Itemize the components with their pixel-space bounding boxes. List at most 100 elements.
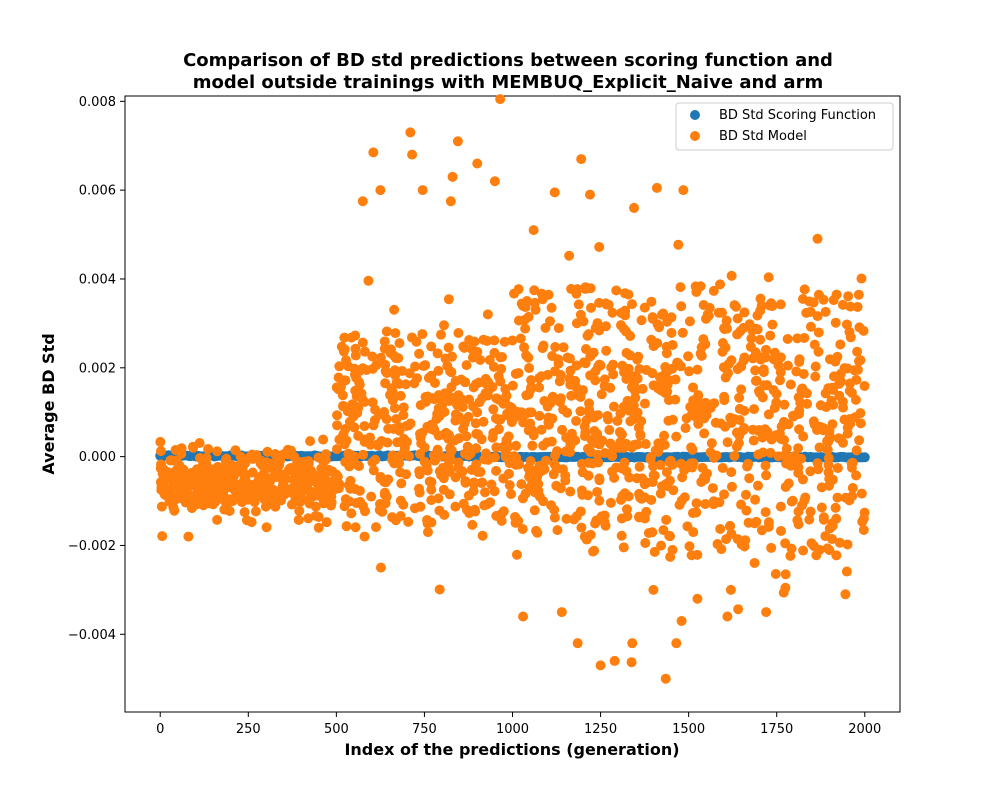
model-point: [594, 495, 605, 506]
model-point: [286, 484, 297, 495]
legend-label-scoring-function: BD Std Scoring Function: [719, 108, 876, 123]
model-point: [367, 457, 378, 468]
model-point-outlier: [660, 673, 671, 684]
model-point: [387, 512, 398, 523]
model-point: [374, 409, 385, 420]
model-point: [594, 241, 605, 252]
model-point: [331, 382, 342, 393]
model-point: [715, 279, 726, 290]
model-point: [270, 501, 281, 512]
model-point: [513, 284, 524, 295]
model-point: [359, 506, 370, 517]
model-point: [754, 387, 765, 398]
model-point: [793, 443, 804, 454]
model-point: [390, 353, 401, 364]
model-point: [752, 480, 763, 491]
model-point: [457, 401, 468, 412]
model-point: [616, 530, 627, 541]
model-point: [810, 371, 821, 382]
model-point: [667, 339, 678, 350]
model-point: [450, 409, 461, 420]
model-point: [659, 430, 670, 441]
model-point: [417, 427, 428, 438]
model-point: [564, 250, 575, 261]
y-tick-label: 0.000: [79, 450, 116, 465]
model-point: [808, 297, 819, 308]
model-point: [318, 434, 329, 445]
model-point: [696, 350, 707, 361]
model-point: [739, 307, 750, 318]
model-point: [634, 363, 645, 374]
x-axis-label: Index of the predictions (generation): [344, 740, 679, 759]
model-point: [770, 569, 781, 580]
model-point: [813, 327, 824, 338]
model-point: [760, 426, 771, 437]
model-point: [169, 505, 180, 516]
model-point: [552, 446, 563, 457]
model-point: [200, 473, 211, 484]
model-point: [366, 491, 377, 502]
model-point: [626, 657, 637, 668]
model-point: [504, 480, 515, 491]
model-point: [735, 360, 746, 371]
model-point-outlier: [549, 187, 560, 198]
model-point: [520, 323, 531, 334]
model-point: [758, 367, 769, 378]
model-point: [224, 506, 235, 517]
model-point: [191, 464, 202, 475]
model-point: [852, 301, 863, 312]
model-point: [637, 473, 648, 484]
model-point: [218, 489, 229, 500]
model-point: [272, 467, 283, 478]
model-point: [534, 491, 545, 502]
model-point: [676, 301, 687, 312]
model-point: [233, 479, 244, 490]
model-point-outlier: [183, 531, 194, 542]
model-point: [752, 324, 763, 335]
model-point: [178, 464, 189, 475]
model-point: [517, 524, 528, 535]
model-point: [460, 477, 471, 488]
model-point: [278, 449, 289, 460]
model-point: [534, 382, 545, 393]
model-point: [731, 441, 742, 452]
model-point: [518, 417, 529, 428]
model-point: [336, 341, 347, 352]
model-point: [842, 539, 853, 550]
model-point: [667, 544, 678, 555]
model-point: [630, 439, 641, 450]
model-point: [422, 518, 433, 529]
model-point: [392, 437, 403, 448]
model-point-outlier: [405, 127, 416, 138]
model-point: [625, 416, 636, 427]
model-point: [729, 450, 740, 461]
model-point: [409, 378, 420, 389]
model-point: [438, 473, 449, 484]
model-point: [632, 407, 643, 418]
model-point: [719, 391, 730, 402]
model-point: [592, 486, 603, 497]
model-point: [626, 382, 637, 393]
model-point: [434, 584, 445, 595]
model-point: [354, 377, 364, 388]
model-point: [696, 342, 707, 353]
model-point: [477, 477, 488, 488]
model-point: [641, 506, 652, 517]
legend-marker-model: [690, 131, 700, 141]
model-point: [639, 302, 650, 313]
model-point: [470, 418, 481, 429]
model-point: [841, 319, 852, 330]
model-point: [427, 393, 438, 404]
model-point: [438, 462, 449, 473]
model-point: [493, 371, 504, 382]
model-point: [755, 334, 766, 345]
model-point: [170, 444, 181, 455]
model-point: [346, 508, 357, 519]
model-point: [359, 421, 370, 432]
model-point: [809, 339, 820, 350]
model-point: [433, 365, 444, 376]
model-point: [341, 355, 352, 366]
model-point: [521, 350, 532, 361]
model-point-outlier: [692, 593, 703, 604]
model-point: [589, 545, 600, 556]
